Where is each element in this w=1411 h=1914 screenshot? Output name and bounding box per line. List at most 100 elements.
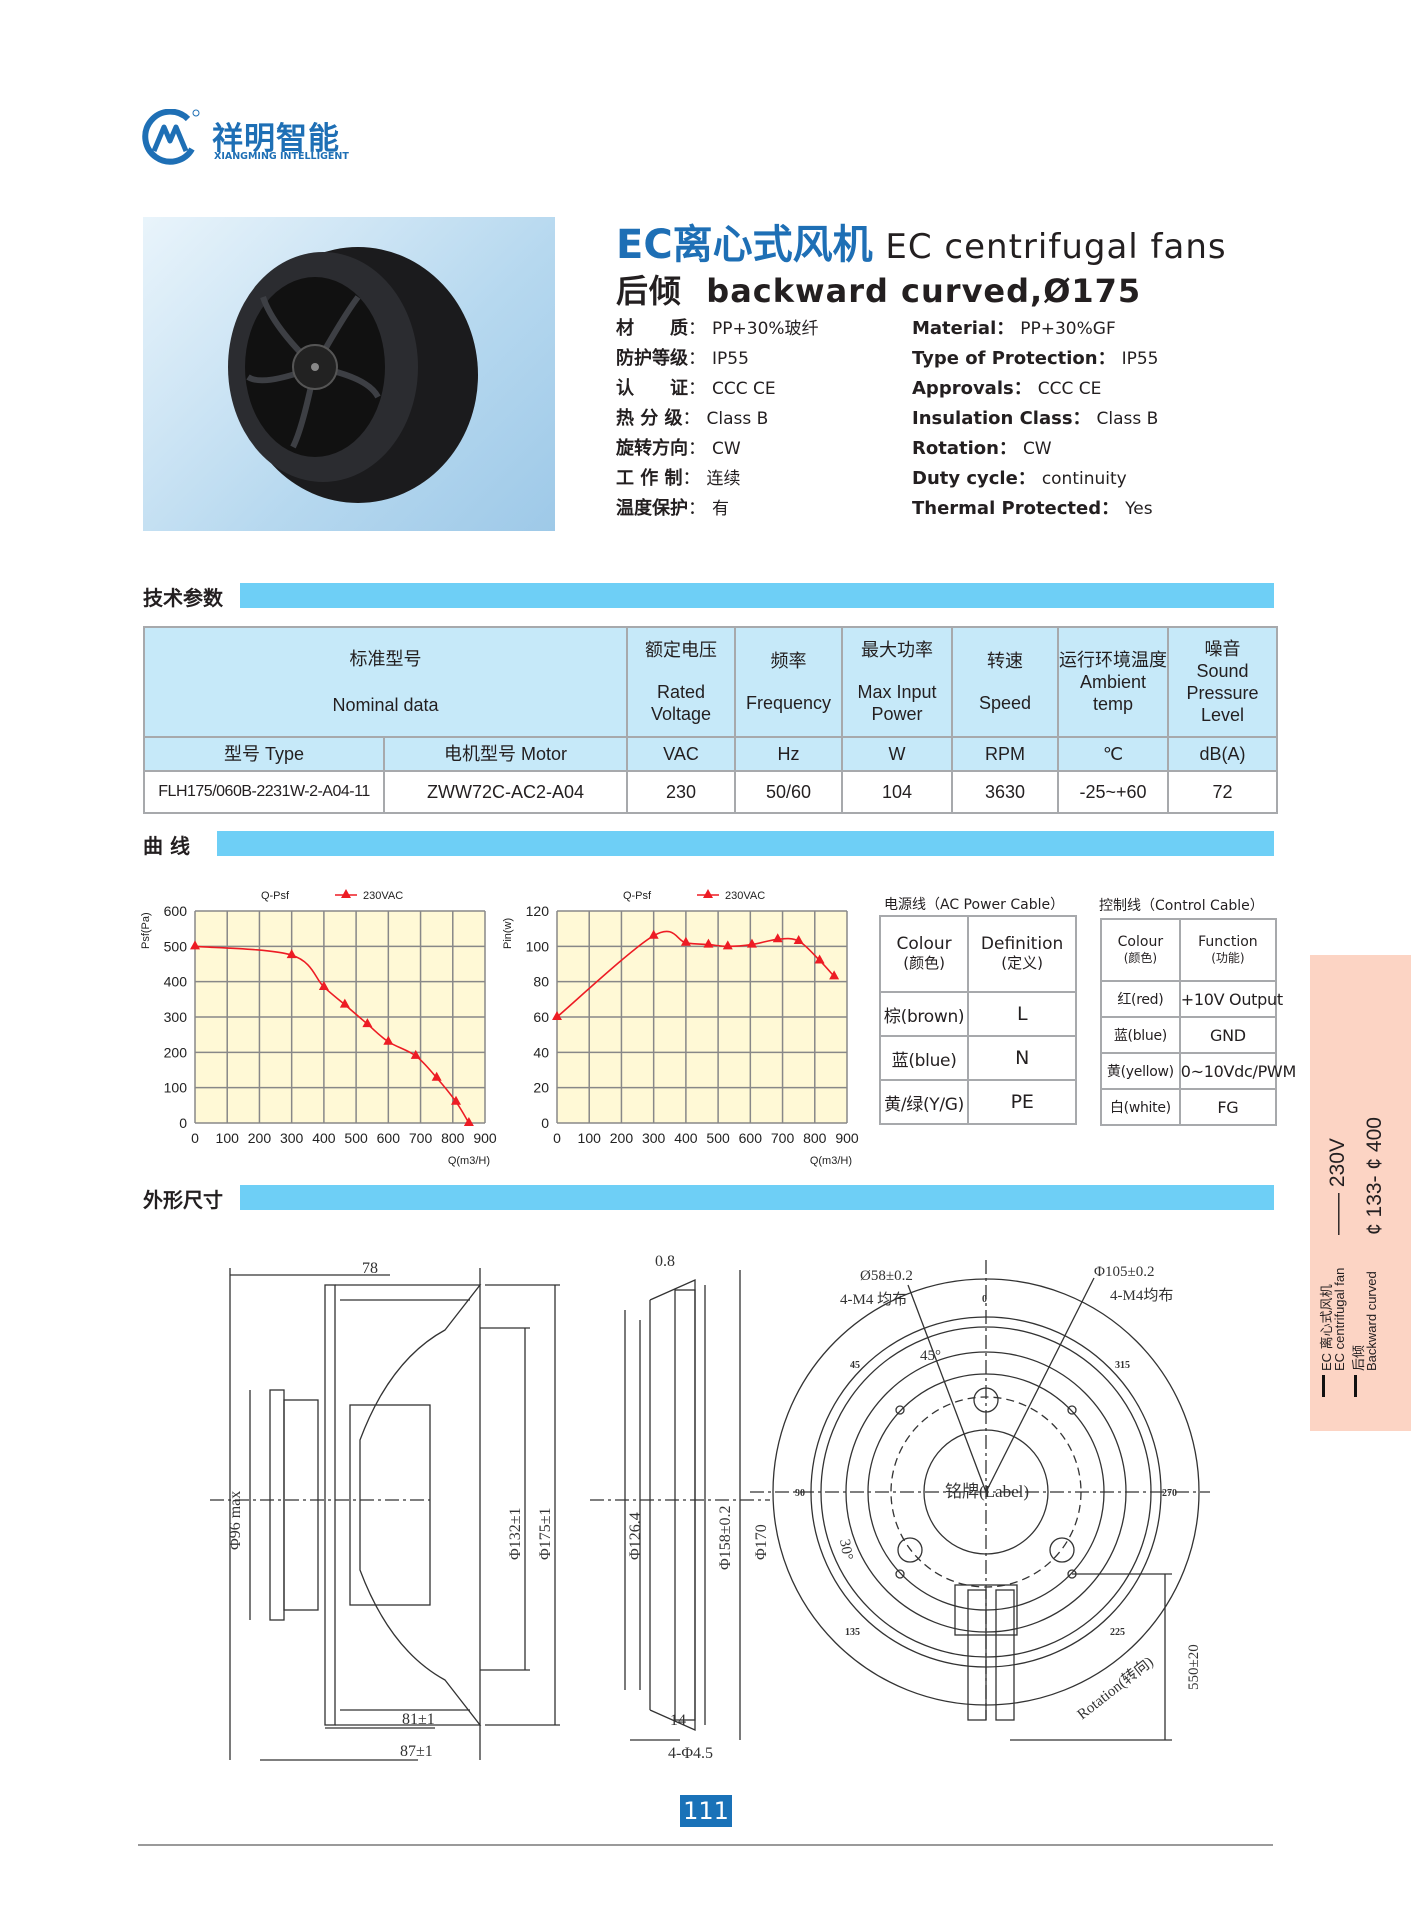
spec-value: Yes (1125, 499, 1153, 519)
cable-cell: FG (1178, 1088, 1278, 1126)
dim-label: 81±1 (402, 1711, 435, 1728)
data-point (318, 980, 329, 990)
spec-row: 温度保护：有 (616, 498, 729, 519)
cable-row: 白(white) FG (1100, 1088, 1278, 1126)
data-point (362, 1018, 373, 1028)
dim-label: Φ170 (753, 1524, 770, 1560)
degree-mark: 45 (850, 1360, 860, 1371)
tab-fan-curve: 后倾 Backward curved (1351, 1271, 1379, 1375)
series-line (556, 930, 835, 1018)
cable-header-row: Colour (颜色) Function (功能) (1100, 918, 1278, 982)
x-axis-label: Q(m3/H) (810, 1155, 852, 1167)
table-row: FLH175/060B-2231W-2-A04-11 ZWW72C-AC2-A04… (143, 770, 1278, 814)
y-tick-label: 100 (526, 938, 550, 954)
spec-label: 认 证 (616, 378, 688, 399)
x-tick-label: 0 (191, 1130, 199, 1146)
footer-divider (138, 1844, 1273, 1846)
dim-label: 4-M4 均布 (840, 1291, 907, 1308)
cable-row: 蓝(blue) GND (1100, 1016, 1278, 1054)
cable-cell: 白(white) (1100, 1088, 1181, 1126)
cable-cell: PE (967, 1079, 1077, 1125)
spec-label: 工 作 制 (616, 468, 683, 489)
ac-cable-caption: 电源线（AC Power Cable） (884, 897, 1065, 913)
dim-label: 14 (670, 1712, 686, 1729)
unit-cell: dB(A) (1167, 736, 1278, 772)
spec-value: IP55 (712, 349, 749, 369)
header-cn: 频率 (770, 651, 807, 671)
x-axis-label: Q(m3/H) (448, 1155, 490, 1167)
data-point (190, 940, 200, 950)
dim-label: Φ126.4 (627, 1512, 644, 1560)
x-tick-label: 700 (771, 1130, 795, 1146)
header-cn: (定义) (1001, 954, 1043, 972)
y-tick-label: 300 (164, 1009, 188, 1025)
data-point (431, 1071, 442, 1081)
spec-row: Rotation： CW (912, 434, 1158, 464)
header-noise: 噪音 Sound Pressure Level (1167, 626, 1278, 738)
cable-cell: 蓝(blue) (878, 1035, 970, 1081)
x-tick-label: 0 (553, 1130, 561, 1146)
rotation-label: Rotation(转向) (1074, 1653, 1157, 1723)
logo-mark-icon (142, 109, 200, 165)
degree-mark: 315 (1115, 1360, 1130, 1371)
x-tick-label: 600 (739, 1130, 763, 1146)
dim-label: 4-Φ4.5 (668, 1745, 713, 1762)
data-point (793, 935, 804, 945)
y-tick-label: 0 (179, 1115, 187, 1131)
spec-row: 防护等级： IP55 (616, 348, 749, 369)
data-point (463, 1117, 474, 1126)
cable-cell: 0~10Vdc/PWM (1178, 1052, 1296, 1090)
x-tick-label: 400 (674, 1130, 698, 1146)
dim-label: 0.8 (655, 1253, 675, 1270)
x-tick-label: 500 (344, 1130, 368, 1146)
spec-row: Thermal Protected： Yes (912, 494, 1158, 524)
product-subtitle: 后倾 backward curved,Ø175 (616, 266, 1141, 312)
spec-value: Class B (706, 409, 769, 429)
cable-row: 蓝(blue) N (878, 1035, 1077, 1081)
dim-label: 78 (362, 1260, 378, 1277)
x-tick-label: 900 (473, 1130, 497, 1146)
spec-label: 防护等级 (616, 348, 688, 369)
data-point (680, 936, 691, 946)
angle-label: 30° (836, 1538, 855, 1561)
dim-label: Φ105±0.2 (1094, 1264, 1154, 1280)
unit-cell: W (841, 736, 953, 772)
tab-marker (1354, 1375, 1357, 1397)
x-tick-label: 900 (835, 1130, 859, 1146)
cable-cell: GND (1178, 1016, 1278, 1054)
page-number: 111 (680, 1795, 732, 1827)
product-subtitle-cn: 后倾 (616, 272, 683, 310)
data-cell: 72 (1167, 770, 1278, 814)
cable-cell: N (967, 1035, 1077, 1081)
header-en: Nominal data (332, 695, 439, 715)
x-tick-label: 600 (377, 1130, 401, 1146)
section-bar (240, 583, 1274, 608)
spec-row: 旋转方向： CW (616, 438, 741, 459)
header-en: Frequency (745, 693, 832, 713)
data-cell: 3630 (951, 770, 1059, 814)
header-en: Function (1198, 934, 1258, 950)
dim-label: Φ96 max (227, 1491, 244, 1550)
spec-value: continuity (1041, 469, 1127, 489)
cable-header-cell: Definition (定义) (967, 915, 1077, 993)
dim-label: Φ175±1 (537, 1508, 554, 1560)
data-cell: 230 (626, 770, 736, 814)
x-tick-label: 200 (248, 1130, 272, 1146)
spec-value: Class B (1096, 409, 1159, 429)
spec-value: CW (712, 439, 741, 459)
x-tick-label: 300 (280, 1130, 304, 1146)
section-view (590, 1270, 770, 1741)
cable-length-label: 550±20 (1186, 1644, 1202, 1690)
legend-label: 230VAC (725, 890, 765, 902)
ac-cable-table: Colour (颜色) Definition (定义) 棕(brown) L 蓝(blue)… (878, 915, 1077, 1125)
y-tick-label: 120 (526, 903, 550, 919)
section-title-curves: 曲 线 (143, 834, 190, 858)
control-cable-caption: 控制线（Control Cable） (1099, 898, 1264, 914)
x-tick-label: 400 (312, 1130, 336, 1146)
chart-title: Q-Psf (623, 890, 652, 902)
brand-logo: 祥明智能 XIANGMING INTELLIGENT (140, 107, 360, 167)
chart-power: 0 100 200 300 400 500 600 700 800 900 0 20 40 60 80 100… (502, 889, 859, 1167)
unit-cell: 型号 Type (143, 736, 385, 772)
unit-cell: ℃ (1057, 736, 1169, 772)
header-nominal: 标准型号 Nominal data (143, 626, 628, 738)
